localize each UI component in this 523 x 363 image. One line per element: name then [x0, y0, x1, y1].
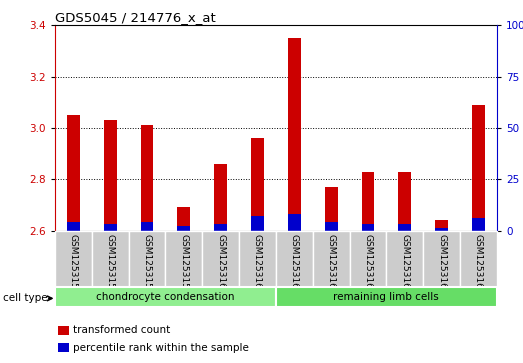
Bar [141, 222, 153, 231]
Text: GSM1253156: GSM1253156 [69, 234, 78, 295]
Bar [177, 207, 190, 231]
Bar [399, 224, 411, 231]
Bar [472, 218, 485, 231]
Bar [202, 231, 239, 287]
Bar [251, 138, 264, 231]
Bar [288, 214, 301, 231]
Text: GDS5045 / 214776_x_at: GDS5045 / 214776_x_at [55, 11, 215, 24]
Text: GSM1253166: GSM1253166 [437, 234, 446, 295]
Bar [313, 231, 349, 287]
Text: GSM1253157: GSM1253157 [106, 234, 115, 295]
Text: remaining limb cells: remaining limb cells [334, 292, 439, 302]
Bar [361, 172, 374, 231]
Bar [349, 231, 386, 287]
Text: cell type: cell type [3, 293, 47, 303]
Bar [276, 231, 313, 287]
Bar [361, 224, 374, 231]
Bar [214, 224, 227, 231]
Text: GSM1253161: GSM1253161 [253, 234, 262, 295]
Text: GSM1253165: GSM1253165 [400, 234, 410, 295]
Bar [276, 287, 497, 307]
Text: GSM1253163: GSM1253163 [327, 234, 336, 295]
Text: GSM1253167: GSM1253167 [474, 234, 483, 295]
Bar [435, 228, 448, 231]
Bar [472, 105, 485, 231]
Bar [288, 38, 301, 231]
Bar [55, 287, 276, 307]
Bar [67, 222, 80, 231]
Text: GSM1253159: GSM1253159 [179, 234, 188, 295]
Bar [399, 172, 411, 231]
Text: GSM1253158: GSM1253158 [142, 234, 152, 295]
Bar [239, 231, 276, 287]
Text: GSM1253162: GSM1253162 [290, 234, 299, 295]
Bar [104, 120, 117, 231]
Bar [177, 227, 190, 231]
Bar [55, 231, 92, 287]
Text: GSM1253164: GSM1253164 [363, 234, 372, 295]
Text: GSM1253160: GSM1253160 [216, 234, 225, 295]
Bar [165, 231, 202, 287]
Bar [141, 125, 153, 231]
Bar [67, 115, 80, 231]
Bar [460, 231, 497, 287]
Bar [435, 220, 448, 231]
Bar [423, 231, 460, 287]
Bar [325, 187, 337, 231]
Text: percentile rank within the sample: percentile rank within the sample [73, 343, 249, 353]
Bar [92, 231, 129, 287]
Bar [325, 222, 337, 231]
Bar [251, 216, 264, 231]
Text: chondrocyte condensation: chondrocyte condensation [96, 292, 235, 302]
Text: transformed count: transformed count [73, 325, 170, 335]
Bar [129, 231, 165, 287]
Bar [104, 224, 117, 231]
Bar [214, 164, 227, 231]
Bar [386, 231, 423, 287]
